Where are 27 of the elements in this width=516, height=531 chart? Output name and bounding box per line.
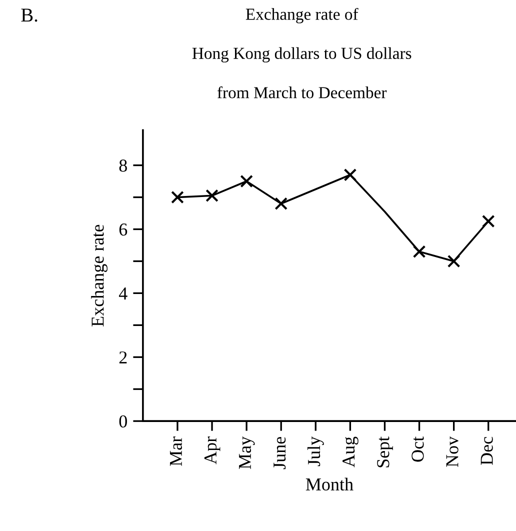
x-tick-label: Nov	[446, 436, 458, 467]
x-tick-label: Mar	[170, 436, 182, 466]
y-tick-label: 8	[119, 160, 127, 172]
point	[274, 197, 288, 210]
x-tick-label: May	[239, 436, 255, 469]
text: B.	[21, 8, 38, 22]
y-tick-label: 0	[119, 415, 127, 428]
y-tick-label: 4	[118, 288, 128, 300]
point	[171, 190, 184, 204]
point	[240, 174, 253, 188]
x-tick-label: Oct	[412, 436, 424, 462]
x-tick-label: Dec	[480, 436, 493, 465]
y-tick-label: 2	[119, 351, 127, 364]
point	[206, 189, 218, 202]
point	[447, 254, 460, 268]
y-axis-title: Exchange rate	[91, 224, 108, 326]
x-tick-label: Sept	[377, 436, 393, 468]
x-axis-title: Month	[306, 478, 354, 490]
chart-title: Exchange rate of Hong Kong dollars to US dollars from March to December	[192, 8, 412, 98]
x-tick-label: July	[307, 436, 324, 466]
x-tick-label: Apr	[204, 436, 220, 464]
point	[344, 168, 357, 182]
y-tick-label: 6	[119, 224, 128, 236]
x-tick-label: June	[274, 436, 286, 470]
point	[412, 245, 426, 258]
x-tick-label: Aug	[342, 436, 358, 468]
point	[482, 214, 495, 228]
